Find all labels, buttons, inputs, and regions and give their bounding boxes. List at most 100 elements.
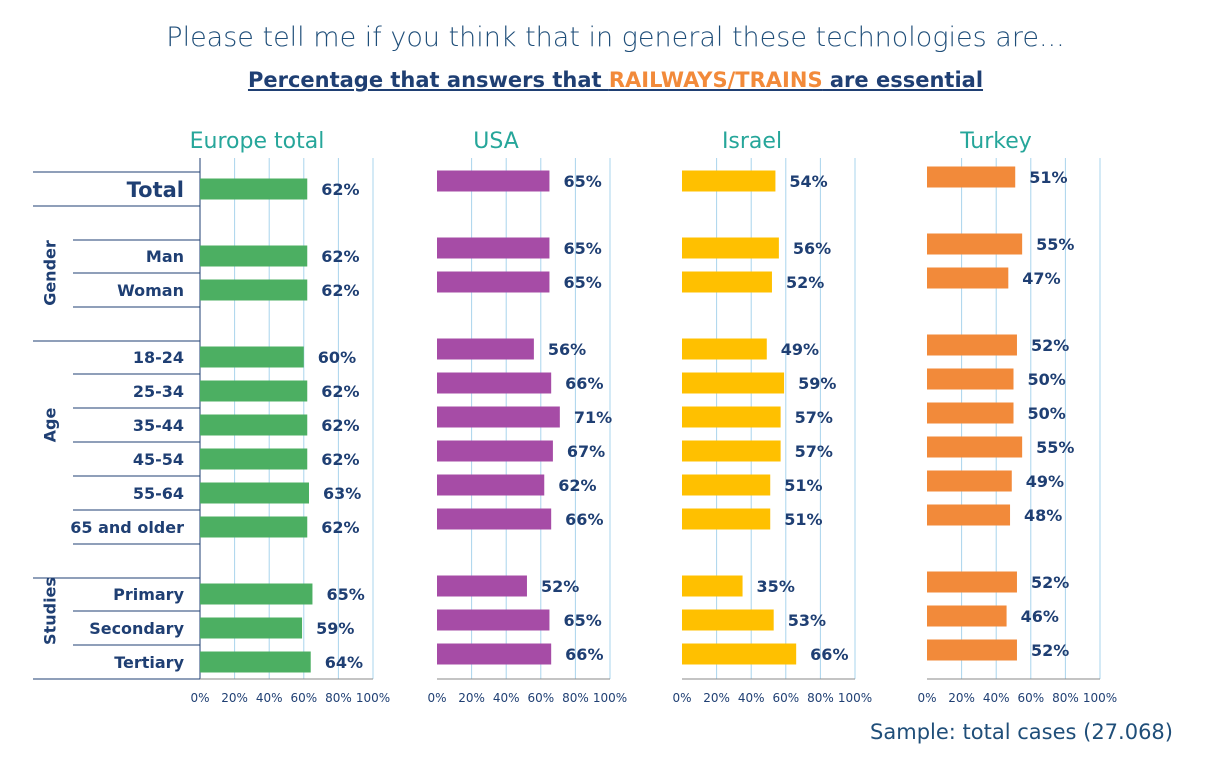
x-tick-label: 0%: [672, 691, 691, 705]
bar: [927, 267, 1009, 289]
category-label: Tertiary: [114, 653, 184, 672]
data-label: 62%: [321, 416, 359, 435]
category-label: Man: [146, 247, 184, 266]
data-label: 56%: [793, 239, 831, 258]
bar: [682, 338, 767, 360]
data-label: 55%: [1036, 235, 1074, 254]
panel-title: Turkey: [959, 129, 1032, 154]
bar: [682, 643, 797, 665]
data-label: 62%: [321, 450, 359, 469]
data-label: 62%: [558, 476, 596, 495]
bar: [200, 279, 308, 301]
data-label: 53%: [788, 611, 826, 630]
bar: [682, 170, 776, 192]
bar: [437, 643, 552, 665]
data-label: 60%: [318, 348, 356, 367]
data-label: 62%: [321, 281, 359, 300]
bar: [200, 651, 311, 673]
group-label: Gender: [41, 240, 60, 306]
data-label: 62%: [321, 382, 359, 401]
bar: [437, 338, 534, 360]
data-label: 59%: [798, 374, 836, 393]
data-label: 63%: [323, 484, 361, 503]
x-tick-label: 60%: [527, 691, 554, 705]
bar: [682, 609, 774, 631]
bar: [682, 474, 771, 496]
data-label: 51%: [784, 476, 822, 495]
bar: [927, 436, 1023, 458]
data-label: 65%: [563, 273, 601, 292]
data-label: 66%: [810, 645, 848, 664]
chart-title: Please tell me if you think that in gene…: [166, 22, 1065, 53]
bar: [437, 474, 545, 496]
data-label: 65%: [326, 585, 364, 604]
data-label: 54%: [789, 172, 827, 191]
data-label: 47%: [1022, 269, 1060, 288]
bar: [682, 237, 779, 259]
bar: [437, 237, 550, 259]
x-tick-label: 100%: [593, 691, 627, 705]
data-label: 48%: [1024, 506, 1062, 525]
bar: [200, 414, 308, 436]
category-label: Primary: [113, 585, 184, 604]
data-label: 50%: [1028, 404, 1066, 423]
category-label: Secondary: [89, 619, 184, 638]
data-label: 49%: [1026, 472, 1064, 491]
bar: [682, 271, 772, 293]
data-label: 57%: [795, 442, 833, 461]
data-label: 62%: [321, 180, 359, 199]
bar: [200, 583, 313, 605]
bar: [200, 516, 308, 538]
bar: [682, 575, 743, 597]
x-tick-label: 20%: [458, 691, 485, 705]
data-label: 66%: [565, 374, 603, 393]
bar: [437, 271, 550, 293]
x-tick-label: 80%: [562, 691, 589, 705]
x-tick-label: 80%: [807, 691, 834, 705]
bar: [927, 368, 1014, 390]
bar: [927, 571, 1017, 593]
data-label: 57%: [795, 408, 833, 427]
group-label: Age: [41, 408, 60, 443]
bar: [200, 178, 308, 200]
bar: [927, 504, 1011, 526]
category-label: 25-34: [133, 382, 184, 401]
bar: [927, 233, 1023, 255]
bar: [200, 380, 308, 402]
x-tick-label: 40%: [983, 691, 1010, 705]
category-label: 45-54: [133, 450, 184, 469]
data-label: 62%: [321, 247, 359, 266]
bar: [927, 639, 1017, 661]
category-label: 18-24: [133, 348, 184, 367]
x-tick-label: 20%: [948, 691, 975, 705]
x-tick-label: 20%: [703, 691, 730, 705]
data-label: 66%: [565, 645, 603, 664]
panel-title: Europe total: [190, 129, 325, 154]
data-label: 65%: [563, 239, 601, 258]
bar: [200, 448, 308, 470]
bar: [437, 440, 553, 462]
data-label: 52%: [786, 273, 824, 292]
panel-title: Israel: [722, 129, 782, 154]
bar: [682, 508, 771, 530]
category-label: 35-44: [133, 416, 184, 435]
bar: [927, 334, 1017, 356]
data-label: 52%: [1031, 336, 1069, 355]
data-label: 62%: [321, 518, 359, 537]
category-label: 65 and older: [70, 518, 184, 537]
category-label: Total: [127, 178, 184, 202]
data-label: 65%: [563, 172, 601, 191]
x-tick-label: 60%: [1017, 691, 1044, 705]
x-tick-label: 60%: [290, 691, 317, 705]
x-tick-label: 100%: [356, 691, 390, 705]
subtitle-highlight: RAILWAYS/TRAINS: [608, 68, 823, 92]
bar: [437, 609, 550, 631]
data-label: 65%: [563, 611, 601, 630]
subtitle-suffix: are essential: [822, 68, 984, 92]
x-tick-label: 0%: [427, 691, 446, 705]
data-label: 35%: [757, 577, 795, 596]
panel-title: USA: [473, 129, 519, 154]
data-label: 55%: [1036, 438, 1074, 457]
subtitle-prefix: Percentage that answers that: [247, 68, 609, 92]
data-label: 64%: [325, 653, 363, 672]
